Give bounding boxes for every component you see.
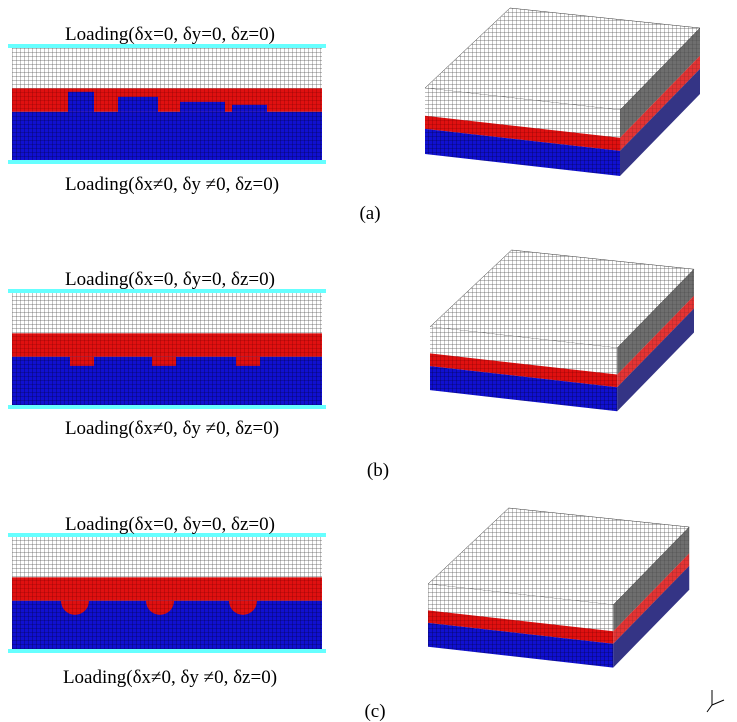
mesh-blue	[12, 112, 322, 160]
support	[8, 405, 326, 409]
blue-step	[232, 105, 267, 112]
axis-icon	[707, 690, 724, 712]
support	[8, 649, 326, 653]
bottom-label: Loading(δx≠0, δy ≠0, δz=0)	[63, 667, 277, 688]
caption: (c)	[364, 701, 385, 722]
top-label: Loading(δx=0, δy=0, δz=0)	[65, 24, 275, 45]
caption: (a)	[359, 203, 380, 224]
mesh-grey	[12, 48, 322, 88]
mesh-red	[12, 88, 322, 112]
figure: Loading(δx=0, δy=0, δz=0) Loading(δx≠0, …	[0, 0, 737, 722]
blue-step	[68, 92, 94, 112]
meshes	[8, 8, 724, 712]
support	[8, 160, 326, 164]
blue-step	[118, 97, 158, 112]
blue-step	[180, 102, 225, 112]
caption: (b)	[367, 460, 389, 481]
red-step	[236, 357, 260, 366]
top-label: Loading(δx=0, δy=0, δz=0)	[65, 269, 275, 290]
red-step	[70, 357, 94, 366]
red-step	[152, 357, 176, 366]
mesh-red	[12, 333, 322, 357]
mesh-grey	[12, 293, 322, 333]
top-label: Loading(δx=0, δy=0, δz=0)	[65, 514, 275, 535]
mesh-red	[12, 577, 322, 601]
bottom-label: Loading(δx≠0, δy ≠0, δz=0)	[65, 418, 279, 439]
mesh-grey	[12, 537, 322, 577]
bottom-label: Loading(δx≠0, δy ≠0, δz=0)	[65, 174, 279, 195]
